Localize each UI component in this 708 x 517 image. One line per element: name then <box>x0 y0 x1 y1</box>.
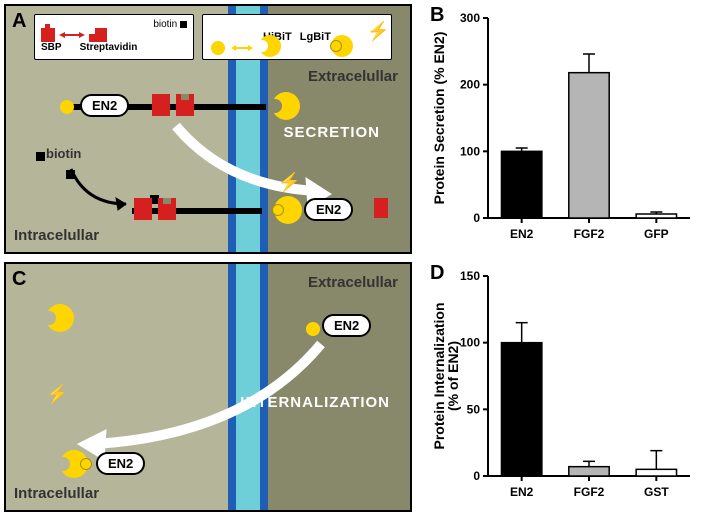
sbp-tag-2 <box>134 198 152 220</box>
svg-text:100: 100 <box>460 336 480 350</box>
internalization-arrow <box>66 334 336 464</box>
svg-text:FGF2: FGF2 <box>574 485 605 499</box>
figure-root: A biotin SBP Streptavidin HiBiT LgBiT ⚡ … <box>0 0 708 516</box>
legend-sbp-label: SBP <box>41 42 62 53</box>
lgbit-intra-free <box>46 304 74 332</box>
panel-c: C Extracelullar Intracelullar INTERNALIZ… <box>4 262 412 512</box>
panel-b-label: B <box>430 4 444 27</box>
chart-b-svg: 0 100 200 300 Protein Secretion (% EN2) EN2 FG… <box>430 4 700 254</box>
svg-text:0: 0 <box>473 469 480 483</box>
svg-text:0: 0 <box>473 211 480 225</box>
hibit-tag <box>60 100 74 114</box>
svg-text:EN2: EN2 <box>510 227 534 241</box>
legend-strep-label: Streptavidin <box>80 42 138 53</box>
panel-a: A biotin SBP Streptavidin HiBiT LgBiT ⚡ … <box>4 4 412 254</box>
lgbit-complex-icon <box>331 35 353 57</box>
biotin-sq-1 <box>36 152 45 161</box>
chart-b: B 0 100 200 300 Protein Secretion (% EN2) EN2… <box>430 4 700 254</box>
panel-c-label: C <box>12 268 26 291</box>
en2-capsule-4: EN2 <box>96 452 145 475</box>
svg-text:300: 300 <box>460 11 480 25</box>
legend-biotin-label: biotin <box>153 19 177 30</box>
panel-a-label: A <box>12 10 26 33</box>
panel-d-label: D <box>430 262 444 285</box>
extracellular-label: Extracelullar <box>308 68 398 85</box>
svg-text:GST: GST <box>644 485 669 499</box>
biotin-icon <box>180 21 187 28</box>
sbp-tag-3 <box>374 198 388 218</box>
svg-text:200: 200 <box>460 78 480 92</box>
strep-tag-1 <box>176 94 194 116</box>
chart-d-svg: 050100150Protein Internalization(% of EN… <box>430 262 700 512</box>
chart-d: D 050100150Protein Internalization(% of … <box>430 262 700 512</box>
en2-capsule-1: EN2 <box>80 94 129 117</box>
svg-text:GFP: GFP <box>644 227 669 241</box>
svg-text:FGF2: FGF2 <box>574 227 605 241</box>
svg-text:100: 100 <box>460 144 480 158</box>
svg-text:150: 150 <box>460 269 480 283</box>
extracellular-label-c: Extracelullar <box>308 274 398 291</box>
lgbit-bound <box>274 196 302 224</box>
bolt-secreted: ⚡ <box>278 172 300 193</box>
sbp-tag-1 <box>152 94 170 116</box>
lgbit-icon <box>259 35 281 57</box>
biotin-free-label: biotin <box>46 146 81 161</box>
intracellular-label-c: Intracelullar <box>14 485 99 502</box>
en2-capsule-2: EN2 <box>304 198 353 221</box>
svg-text:Protein Secretion (% EN2): Protein Secretion (% EN2) <box>431 32 447 205</box>
svg-text:50: 50 <box>467 402 481 416</box>
legend-bit: HiBiT LgBiT ⚡ <box>202 14 392 60</box>
svg-text:(% of EN2): (% of EN2) <box>445 341 461 411</box>
legend-lgbit-label: LgBiT <box>300 31 331 43</box>
legend-sbp: biotin SBP Streptavidin <box>34 14 194 60</box>
strep-icon <box>89 28 107 42</box>
lgbit-intra-bound <box>60 450 88 478</box>
hibit-icon <box>211 41 225 55</box>
svg-text:EN2: EN2 <box>510 485 534 499</box>
bolt-icon: ⚡ <box>367 21 389 42</box>
intracellular-label: Intracelullar <box>14 227 99 244</box>
sbp-icon <box>41 28 55 42</box>
